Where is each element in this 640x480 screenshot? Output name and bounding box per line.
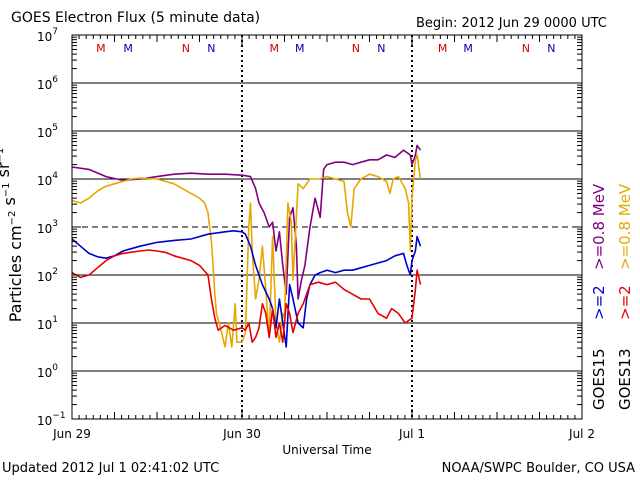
x-tick-label: Jun 29: [52, 427, 91, 441]
y-tick-label: 106: [37, 75, 58, 92]
legend-goes13-08mev: >=0.8 MeV: [616, 183, 634, 270]
legend-layer: GOES15 GOES13 >=2 >=2 >=0.8 MeV >=0.8 MeV: [590, 183, 634, 410]
legend-goes15: GOES15: [590, 348, 608, 410]
series-line: [71, 144, 422, 300]
series-line: [71, 230, 422, 348]
satellite-marker: N: [352, 42, 360, 55]
x-tick-label: Jul 1: [398, 427, 425, 441]
frame-layer: [71, 34, 583, 420]
y-tick-label: 100: [37, 363, 58, 380]
satellite-marker: M: [270, 42, 280, 55]
satellite-marker: M: [438, 42, 448, 55]
y-tick-label: 103: [37, 219, 58, 236]
axis-layer: 10−1 100 101 102 103 104 105 106 107 Jun 29 Jun 30…: [0, 27, 595, 457]
series-line: [71, 154, 422, 348]
updated-label: Updated 2012 Jul 1 02:41:02 UTC: [2, 461, 220, 476]
y-tick-label: 104: [37, 171, 58, 188]
satellite-marker: M: [96, 42, 106, 55]
series-layer: [71, 144, 422, 348]
satellite-marker: M: [295, 42, 305, 55]
grid-layer: [72, 35, 582, 419]
y-tick-label: 102: [37, 267, 58, 284]
legend-goes13: GOES13: [616, 348, 634, 410]
satellite-marker: M: [463, 42, 473, 55]
source-label: NOAA/SWPC Boulder, CO USA: [441, 461, 635, 476]
satellite-marker: N: [522, 42, 530, 55]
legend-goes15-2mev: >=2: [590, 285, 608, 320]
satellite-marker: N: [547, 42, 555, 55]
satellite-marker: N: [377, 42, 385, 55]
satellite-marker: N: [207, 42, 215, 55]
chart-title: GOES Electron Flux (5 minute data): [11, 10, 261, 26]
y-axis-label: Particles cm−2 s−1 sr−1: [0, 148, 25, 323]
satellite-marker: N: [182, 42, 190, 55]
legend-goes15-08mev: >=0.8 MeV: [590, 183, 608, 270]
satellite-marker: M: [123, 42, 133, 55]
x-tick-label: Jul 2: [568, 427, 595, 441]
y-tick-label: 107: [37, 27, 58, 44]
y-tick-label: 105: [37, 123, 58, 140]
y-tick-label: 101: [37, 315, 58, 332]
legend-goes13-2mev: >=2: [616, 285, 634, 320]
x-axis-label: Universal Time: [282, 443, 371, 457]
begin-label: Begin: 2012 Jun 29 0000 UTC: [416, 16, 607, 31]
series-line: [71, 249, 422, 344]
y-tick-label: 10−1: [37, 411, 66, 428]
x-tick-label: Jun 30: [222, 427, 261, 441]
